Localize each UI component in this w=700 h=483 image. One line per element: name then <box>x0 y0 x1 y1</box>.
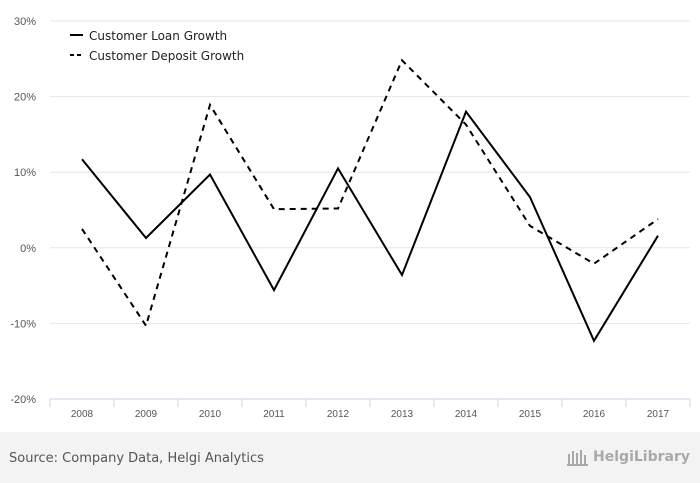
x-axis: 2008 2009 2010 2011 2012 2013 2014 2015 2016 2017 <box>49 398 691 420</box>
chart-footer: Source: Company Data, Helgi Analytics He… <box>0 432 700 483</box>
series-line <box>81 109 659 343</box>
legend-item[interactable]: Customer Loan Growth <box>70 29 227 43</box>
x-tick-label: 2009 <box>135 409 158 420</box>
brand-logo[interactable]: HelgiLibrary <box>567 448 690 466</box>
x-tick-label: 2008 <box>71 409 94 420</box>
data-point[interactable] <box>80 157 84 161</box>
x-tick-label: 2010 <box>199 409 222 420</box>
series-layer <box>80 58 660 343</box>
y-tick-label: 10% <box>14 167 36 179</box>
series-line <box>81 58 659 329</box>
y-tick-label: -10% <box>10 318 36 330</box>
source-note: Source: Company Data, Helgi Analytics <box>9 451 264 466</box>
data-point[interactable] <box>336 166 340 170</box>
library-logo-icon <box>567 450 589 466</box>
data-point[interactable] <box>464 110 468 114</box>
data-point[interactable] <box>272 207 276 211</box>
data-point[interactable] <box>80 227 84 231</box>
data-point[interactable] <box>656 234 660 238</box>
legend-label: Customer Loan Growth <box>89 29 227 43</box>
data-point[interactable] <box>336 206 340 210</box>
grid-layer: 30% 20% 10% 0% -10% -20% <box>10 16 690 406</box>
data-point[interactable] <box>144 324 148 328</box>
y-tick-label: 30% <box>14 16 36 28</box>
series-deposit-growth <box>80 58 660 329</box>
x-tick-label: 2012 <box>327 409 350 420</box>
series-loan-growth <box>80 109 660 343</box>
x-tick-label: 2013 <box>391 409 414 420</box>
x-tick-label: 2016 <box>583 409 606 420</box>
x-tick-label: 2017 <box>647 409 670 420</box>
data-point[interactable] <box>656 217 660 221</box>
data-point[interactable] <box>528 224 532 228</box>
y-tick-label: 0% <box>20 243 36 255</box>
data-point[interactable] <box>592 262 596 266</box>
brand-name: HelgiLibrary <box>593 449 690 465</box>
data-point[interactable] <box>592 339 596 343</box>
y-tick-label: 20% <box>14 92 36 104</box>
x-tick-label: 2014 <box>455 409 478 420</box>
y-tick-label: -20% <box>10 394 36 406</box>
data-point[interactable] <box>528 195 532 199</box>
data-point[interactable] <box>400 273 404 277</box>
data-point[interactable] <box>208 103 212 107</box>
data-point[interactable] <box>144 236 148 240</box>
legend: Customer Loan Growth Customer Deposit Gro… <box>70 29 244 63</box>
data-point[interactable] <box>208 172 212 176</box>
data-point[interactable] <box>400 58 404 62</box>
legend-label: Customer Deposit Growth <box>89 49 244 63</box>
x-tick-label: 2015 <box>519 409 542 420</box>
legend-item[interactable]: Customer Deposit Growth <box>70 49 244 63</box>
data-point[interactable] <box>272 288 276 292</box>
x-tick-label: 2011 <box>263 409 285 420</box>
data-point[interactable] <box>464 123 468 127</box>
